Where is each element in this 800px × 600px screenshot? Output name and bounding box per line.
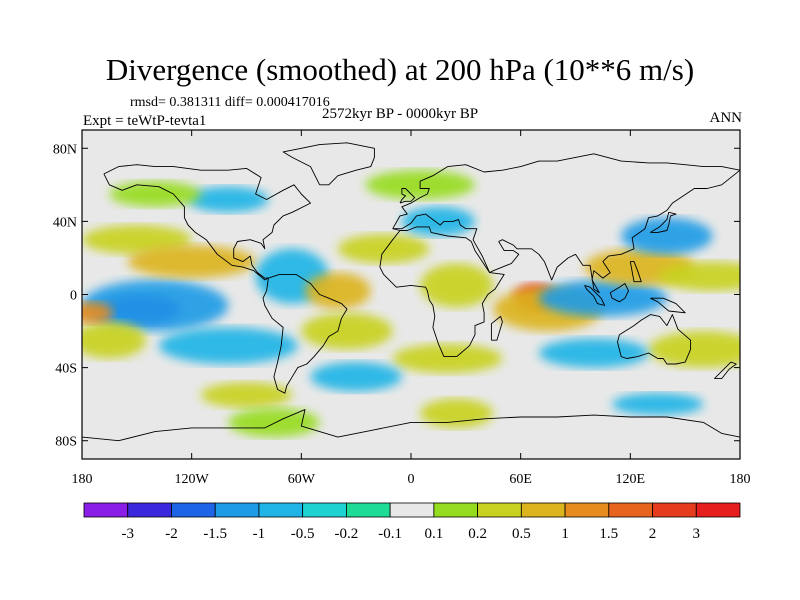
colorbar-swatch-0 — [83, 502, 129, 518]
season-label: ANN — [709, 110, 743, 126]
coastline-14 — [629, 261, 642, 283]
period-text: 2572kyr BP - 0000kyr BP — [322, 106, 479, 122]
colorbar-swatch-5 — [302, 502, 347, 518]
anomaly-blob-24 — [200, 382, 293, 408]
coastline-2 — [392, 153, 740, 294]
colorbar-label-12: 2 — [649, 526, 657, 542]
lon-label: 180 — [72, 472, 93, 487]
coastline-6 — [82, 409, 740, 442]
anomaly-blob-16 — [538, 279, 667, 317]
colorbar-swatch-14 — [695, 502, 741, 518]
coastline-13 — [714, 361, 737, 380]
coastline-layer — [82, 142, 740, 442]
anomaly-blob-27 — [228, 407, 320, 438]
colorbar-swatch-9 — [477, 502, 522, 518]
colorbar-label-1: -2 — [165, 526, 178, 542]
anomaly-blob-4 — [127, 245, 256, 279]
lon-label: 180 — [730, 472, 751, 487]
colorbar-label-5: -0.2 — [335, 526, 359, 542]
colorbar-label-6: -0.1 — [378, 526, 402, 542]
coastline-5 — [282, 142, 375, 186]
anomaly-blob-19 — [657, 261, 740, 291]
anomaly-blob-23 — [310, 362, 402, 392]
anomaly-blob-28 — [420, 398, 494, 428]
colorbar-label-0: -3 — [121, 526, 134, 542]
anomaly-blob-12 — [401, 206, 475, 237]
lon-label: 120W — [175, 472, 210, 487]
anomaly-blob-26 — [82, 301, 114, 324]
coastline-10 — [399, 188, 416, 204]
colorbar-swatch-2 — [171, 502, 216, 518]
colorbar-label-9: 0.5 — [512, 526, 531, 542]
colorbar: -3 -2 -1.5 -1 -0.5 -0.2 -0.1 0.1 0.2 0.5 1 1.5 2 3 — [83, 502, 741, 542]
lon-label: 60W — [288, 472, 316, 487]
lon-label: 0 — [408, 472, 415, 487]
lat-label: 80S — [55, 435, 77, 450]
anomaly-blob-11 — [420, 263, 494, 308]
coastline-11 — [650, 297, 686, 314]
lat-label: 0 — [70, 289, 77, 304]
anomaly-blob-9 — [301, 312, 393, 350]
stats-text: rmsd= 0.381311 diff= 0.000417016 — [130, 95, 330, 110]
colorbar-label-2: -1.5 — [203, 526, 227, 542]
colorbar-label-13: 3 — [693, 526, 701, 542]
coastline-8 — [609, 283, 629, 303]
lon-label: 60E — [509, 472, 532, 487]
anomaly-layer — [82, 170, 740, 438]
anomaly-blob-10 — [337, 234, 430, 264]
coastline-9 — [650, 211, 677, 233]
lat-label: 80N — [53, 142, 77, 157]
colorbar-swatch-8 — [433, 502, 479, 518]
anomaly-blob-25 — [82, 321, 146, 359]
anomaly-blob-8 — [304, 272, 371, 310]
anomaly-blob-22 — [392, 343, 503, 374]
lat-label: 40N — [53, 215, 77, 230]
colorbar-label-11: 1.5 — [599, 526, 618, 542]
map-title: Divergence (smoothed) at 200 hPa (10**6 … — [105, 52, 695, 87]
anomaly-blob-1 — [82, 279, 229, 332]
map-axes: 80N 40N 0 40S 80S 180 120W 60W 0 60E 120E 180 — [53, 130, 751, 487]
colorbar-swatch-1 — [127, 502, 172, 518]
coastline-3 — [379, 226, 505, 358]
anomaly-blob-20 — [648, 331, 740, 368]
colorbar-swatch-7 — [389, 502, 435, 518]
colorbar-label-3: -1 — [253, 526, 266, 542]
coastline-12 — [490, 315, 503, 341]
coastline-1 — [262, 273, 348, 394]
colorbar-swatch-6 — [345, 502, 391, 518]
anomaly-blob-29 — [612, 393, 704, 416]
colorbar-swatch-4 — [258, 502, 304, 518]
anomaly-blob-6 — [109, 181, 201, 207]
lon-label: 120E — [616, 472, 646, 487]
coastline-4 — [617, 314, 692, 365]
colorbar-label-8: 0.2 — [468, 526, 487, 542]
anomaly-blob-5 — [188, 186, 269, 213]
colorbar-swatch-3 — [214, 502, 260, 518]
colorbar-swatch-10 — [520, 502, 566, 518]
lat-label: 40S — [55, 362, 77, 377]
anomaly-blob-21 — [538, 338, 649, 368]
experiment-label: Expt = teWtP-tevta1 — [83, 113, 207, 129]
colorbar-label-7: 0.1 — [424, 526, 443, 542]
colorbar-label-10: 1 — [561, 526, 569, 542]
colorbar-swatch-12 — [608, 502, 653, 518]
anomaly-blob-18 — [621, 217, 713, 255]
colorbar-swatch-13 — [652, 502, 697, 518]
colorbar-label-4: -0.5 — [291, 526, 315, 542]
coastline-0 — [103, 164, 311, 281]
colorbar-swatch-11 — [564, 502, 610, 518]
anomaly-blob-2 — [158, 327, 298, 364]
coastline-7 — [584, 284, 606, 306]
